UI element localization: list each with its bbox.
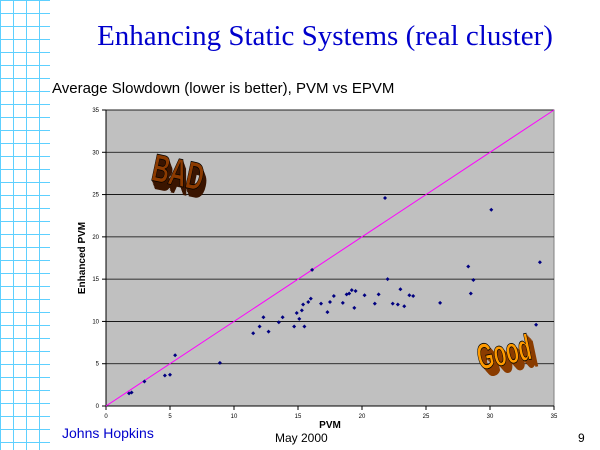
svg-text:BAD: BAD <box>151 153 211 206</box>
x-tick-label-5: 5 <box>168 414 172 420</box>
data-point-30 <box>352 305 357 310</box>
x-tick-label-30: 30 <box>487 414 494 420</box>
x-tick-label-20: 20 <box>359 414 366 420</box>
data-point-42 <box>411 294 416 299</box>
data-point-18 <box>302 324 307 329</box>
x-tick-label-10: 10 <box>231 414 238 420</box>
data-point-20 <box>308 296 313 301</box>
y-tick-label-20: 20 <box>92 235 99 241</box>
slide-title: Enhancing Static Systems (real cluster) <box>97 20 553 52</box>
data-point-17 <box>301 302 306 307</box>
data-point-35 <box>383 195 388 200</box>
x-tick-label-25: 25 <box>423 414 430 420</box>
data-point-11 <box>276 320 281 325</box>
data-point-39 <box>398 287 403 292</box>
data-point-8 <box>257 324 262 329</box>
x-tick-label-0: 0 <box>104 414 108 420</box>
data-point-13 <box>292 324 297 329</box>
data-point-45 <box>468 291 473 296</box>
data-point-43 <box>438 300 443 305</box>
data-point-36 <box>385 277 390 282</box>
data-point-22 <box>319 301 324 306</box>
data-point-40 <box>402 304 407 309</box>
data-point-12 <box>280 315 285 320</box>
footer-institution: Johns Hopkins <box>62 425 154 441</box>
x-tick-label-35: 35 <box>551 414 558 420</box>
data-point-29 <box>349 288 354 293</box>
data-point-28 <box>347 291 352 296</box>
y-tick-label-5: 5 <box>96 362 100 368</box>
data-point-10 <box>266 329 271 334</box>
data-point-48 <box>534 322 539 327</box>
data-point-32 <box>362 293 367 298</box>
data-point-0 <box>127 391 132 396</box>
data-point-33 <box>372 301 377 306</box>
data-point-23 <box>325 310 330 315</box>
data-point-46 <box>471 277 476 282</box>
data-point-25 <box>331 294 336 299</box>
svg-text:BAD: BAD <box>149 147 209 200</box>
data-point-19 <box>306 299 311 304</box>
svg-text:BAD: BAD <box>149 149 209 202</box>
data-point-38 <box>395 302 400 307</box>
data-point-15 <box>297 316 302 321</box>
x-axis-label: PVM <box>319 420 341 431</box>
data-point-24 <box>328 299 332 304</box>
svg-text:BAD: BAD <box>150 152 210 205</box>
svg-text:BAD: BAD <box>150 150 210 203</box>
data-point-1 <box>129 390 134 395</box>
reference-diagonal-line <box>105 109 555 407</box>
data-point-16 <box>299 308 304 313</box>
svg-text:BAD: BAD <box>151 154 211 207</box>
data-point-31 <box>353 288 358 293</box>
data-point-14 <box>294 310 299 315</box>
data-point-6 <box>217 360 222 365</box>
y-tick-label-0: 0 <box>96 404 100 410</box>
x-tick-label-15: 15 <box>295 414 302 420</box>
data-point-47 <box>489 207 494 212</box>
data-point-49 <box>537 260 542 265</box>
y-axis-label: Enhanced PVM <box>77 222 88 294</box>
data-point-2 <box>142 379 147 384</box>
y-tick-label-15: 15 <box>92 277 99 283</box>
data-point-34 <box>376 292 381 297</box>
y-tick-label-10: 10 <box>92 319 99 325</box>
data-point-37 <box>390 301 395 306</box>
data-point-21 <box>310 267 315 272</box>
page-number: 9 <box>578 431 585 445</box>
y-tick-label-30: 30 <box>92 150 99 156</box>
scatter-chart-svg: 0 5 10 15 20 25 30 35 0 5 10 15 20 25 30 35 PVM Enhanced … <box>77 108 558 431</box>
svg-text:BAD: BAD <box>148 146 208 199</box>
data-point-44 <box>466 264 471 269</box>
data-point-5 <box>173 353 178 358</box>
data-point-3 <box>162 373 167 378</box>
y-tick-label-25: 25 <box>92 193 99 199</box>
y-tick-label-35: 35 <box>92 108 99 114</box>
data-point-4 <box>168 372 172 377</box>
data-point-9 <box>261 315 266 320</box>
data-point-26 <box>340 300 345 305</box>
data-point-41 <box>407 293 412 298</box>
data-point-7 <box>251 331 256 336</box>
footer-date: May 2000 <box>275 431 328 445</box>
chart-subtitle: Average Slowdown (lower is better), PVM … <box>52 80 395 97</box>
scatter-chart: 0 5 10 15 20 25 30 35 0 5 10 15 20 25 30 35 PVM Enhanced … <box>70 100 570 435</box>
